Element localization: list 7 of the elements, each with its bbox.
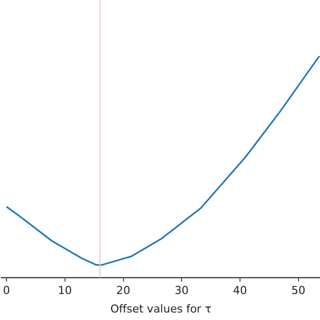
x-tick-label: 40 [233,284,248,298]
x-tick-label: 20 [116,284,130,298]
x-tick-label: 50 [291,284,306,298]
x-tick-label: 10 [58,284,72,298]
x-axis-title: Offset values for τ [110,302,212,316]
x-tick-label: 0 [3,284,10,298]
x-tick-label: 30 [174,284,189,298]
